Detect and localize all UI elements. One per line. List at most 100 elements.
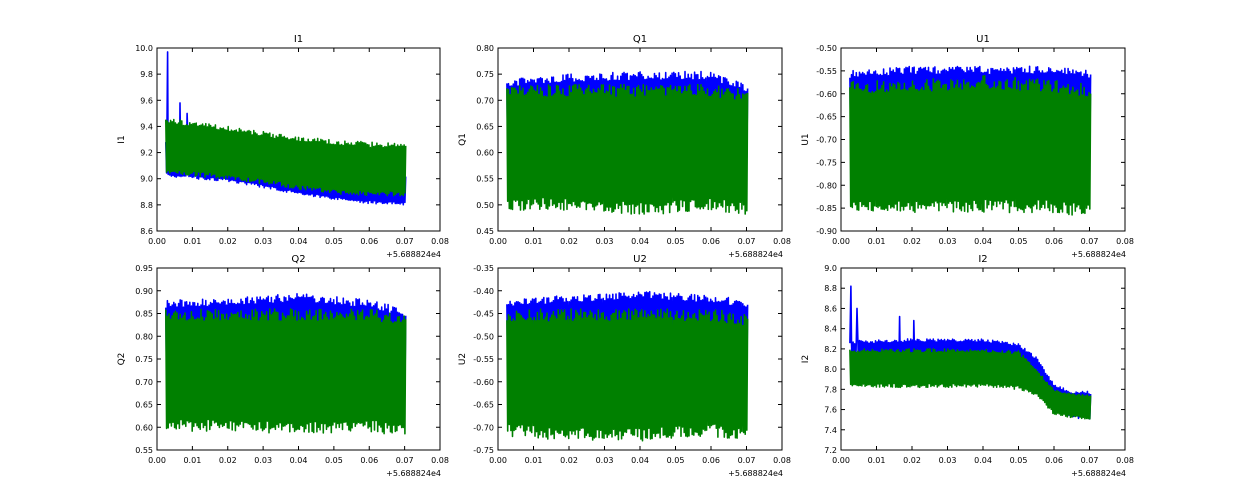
y-tick-label: 8.8 bbox=[824, 284, 837, 293]
y-tick-label: 0.50 bbox=[476, 201, 494, 210]
y-tick-label: 0.60 bbox=[476, 149, 494, 158]
y-tick-label: 9.2 bbox=[140, 149, 153, 158]
y-tick-label: 8.6 bbox=[140, 227, 153, 236]
y-tick-label: -0.55 bbox=[473, 355, 494, 364]
y-tick-label: 9.6 bbox=[140, 96, 153, 105]
x-tick-label: 0.04 bbox=[631, 237, 649, 246]
y-tick-label: -0.50 bbox=[816, 44, 837, 53]
x-tick-label: 0.00 bbox=[489, 456, 507, 465]
chart-title: I2 bbox=[978, 254, 987, 265]
y-axis-label: Q2 bbox=[117, 353, 127, 366]
x-tick-label: 0.07 bbox=[738, 456, 756, 465]
y-tick-label: -0.65 bbox=[816, 113, 837, 122]
x-tick-label: 0.00 bbox=[489, 237, 507, 246]
x-tick-label: 0.04 bbox=[974, 237, 992, 246]
x-tick-label: 0.03 bbox=[939, 237, 957, 246]
x-tick-label: 0.06 bbox=[702, 237, 720, 246]
x-tick-label: 0.05 bbox=[1010, 456, 1028, 465]
y-tick-label: 9.4 bbox=[140, 122, 153, 131]
y-tick-label: 0.70 bbox=[476, 96, 494, 105]
x-tick-label: 0.07 bbox=[738, 237, 756, 246]
x-tick-label: 0.01 bbox=[525, 237, 543, 246]
x-tick-label: 0.06 bbox=[1045, 456, 1063, 465]
y-tick-label: 0.80 bbox=[135, 332, 153, 341]
series-line-2 bbox=[849, 348, 1092, 420]
y-axis-label: U2 bbox=[458, 353, 468, 365]
x-tick-label: 0.02 bbox=[903, 456, 921, 465]
series-line-2 bbox=[506, 308, 749, 442]
subplot-i2: 0.00 0.01 0.02 0.03 0.04 0.05 0.06 0.07 0.08 7.2 7… bbox=[801, 254, 1134, 478]
x-tick-label: 0.08 bbox=[773, 456, 791, 465]
x-tick-label: 0.08 bbox=[431, 237, 449, 246]
x-tick-label: 0.04 bbox=[290, 456, 308, 465]
x-tick-label: 0.02 bbox=[219, 456, 237, 465]
x-tick-label: 0.03 bbox=[939, 456, 957, 465]
y-tick-label: -0.90 bbox=[816, 227, 837, 236]
y-tick-label: 7.4 bbox=[824, 426, 837, 435]
x-offset-label: +5.688824e4 bbox=[386, 250, 441, 259]
series-line-2 bbox=[165, 308, 407, 435]
x-tick-label: 0.07 bbox=[396, 237, 414, 246]
y-tick-label: 0.75 bbox=[135, 355, 153, 364]
y-tick-label: 0.55 bbox=[476, 175, 494, 184]
subplot-u1: 0.00 0.01 0.02 0.03 0.04 0.05 0.06 0.07 0.08 -0.9… bbox=[801, 34, 1134, 259]
series-line-1 bbox=[506, 290, 749, 377]
x-tick-label: 0.00 bbox=[148, 456, 166, 465]
y-tick-label: -0.45 bbox=[473, 310, 494, 319]
x-tick-label: 0.01 bbox=[183, 456, 201, 465]
chart-title: Q1 bbox=[633, 34, 647, 45]
x-tick-label: 0.00 bbox=[832, 237, 850, 246]
series-line-2 bbox=[849, 74, 1092, 216]
x-tick-label: 0.01 bbox=[868, 456, 886, 465]
x-tick-label: 0.06 bbox=[360, 237, 378, 246]
y-tick-label: 0.90 bbox=[135, 287, 153, 296]
x-tick-label: 0.01 bbox=[525, 456, 543, 465]
y-tick-label: -0.65 bbox=[473, 401, 494, 410]
y-tick-label: 0.45 bbox=[476, 227, 494, 236]
y-tick-label: -0.70 bbox=[473, 423, 494, 432]
x-tick-label: 0.08 bbox=[1116, 237, 1134, 246]
x-tick-label: 0.04 bbox=[290, 237, 308, 246]
x-tick-label: 0.08 bbox=[1116, 456, 1134, 465]
subplot-q2: 0.00 0.01 0.02 0.03 0.04 0.05 0.06 0.07 0.08 0.55… bbox=[117, 254, 449, 478]
y-tick-label: 0.75 bbox=[476, 70, 494, 79]
x-tick-label: 0.06 bbox=[1045, 237, 1063, 246]
y-tick-label: 0.80 bbox=[476, 44, 494, 53]
x-tick-label: 0.03 bbox=[254, 456, 272, 465]
y-tick-label: -0.70 bbox=[816, 136, 837, 145]
subplot-i1: 0.00 0.01 0.02 0.03 0.04 0.05 0.06 0.07 0.08 8.6 8… bbox=[117, 34, 449, 259]
y-tick-label: -0.85 bbox=[816, 204, 837, 213]
x-tick-label: 0.03 bbox=[596, 237, 614, 246]
x-tick-label: 0.06 bbox=[702, 456, 720, 465]
y-tick-label: 0.55 bbox=[135, 446, 153, 455]
y-tick-label: 9.0 bbox=[824, 264, 837, 273]
x-tick-label: 0.04 bbox=[631, 456, 649, 465]
x-tick-label: 0.01 bbox=[183, 237, 201, 246]
y-axis-label: I1 bbox=[117, 135, 127, 143]
y-tick-label: 8.0 bbox=[824, 365, 837, 374]
y-tick-label: 0.85 bbox=[135, 310, 153, 319]
x-tick-label: 0.00 bbox=[148, 237, 166, 246]
y-tick-label: 0.95 bbox=[135, 264, 153, 273]
y-tick-label: 9.8 bbox=[140, 70, 153, 79]
y-tick-label: 0.70 bbox=[135, 378, 153, 387]
x-tick-label: 0.02 bbox=[560, 456, 578, 465]
x-tick-label: 0.04 bbox=[974, 456, 992, 465]
chart-title: Q2 bbox=[291, 254, 305, 265]
subplot-u2: 0.00 0.01 0.02 0.03 0.04 0.05 0.06 0.07 0.08 -0.7… bbox=[458, 254, 791, 478]
x-tick-label: 0.02 bbox=[560, 237, 578, 246]
x-tick-label: 0.00 bbox=[832, 456, 850, 465]
y-tick-label: 8.4 bbox=[824, 325, 837, 334]
x-tick-label: 0.06 bbox=[360, 456, 378, 465]
y-tick-label: 8.8 bbox=[140, 201, 153, 210]
y-tick-label: -0.50 bbox=[473, 332, 494, 341]
y-tick-label: -0.80 bbox=[816, 181, 837, 190]
y-axis-label: Q1 bbox=[458, 133, 468, 146]
chart-title: U1 bbox=[976, 34, 990, 45]
x-offset-label: +5.688824e4 bbox=[386, 469, 441, 478]
y-tick-label: 8.6 bbox=[824, 304, 837, 313]
series-line-1 bbox=[849, 65, 1092, 154]
y-tick-label: 7.8 bbox=[824, 385, 837, 394]
x-offset-label: +5.688824e4 bbox=[728, 469, 783, 478]
